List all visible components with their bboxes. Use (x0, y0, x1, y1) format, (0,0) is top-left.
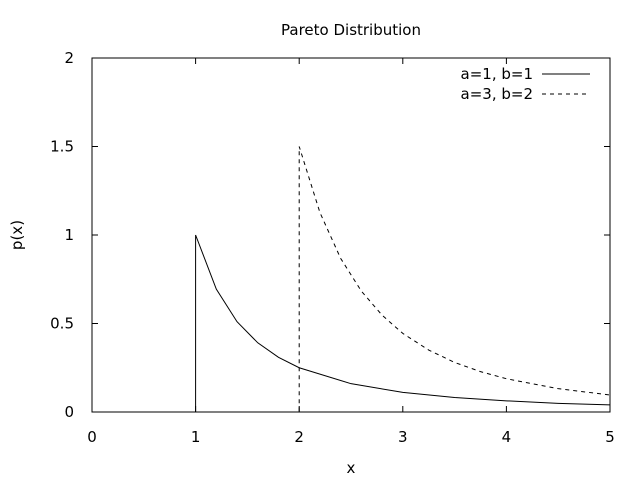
x-axis-label: x (347, 459, 356, 477)
x-tick-label: 5 (605, 428, 615, 446)
y-tick-label: 1 (64, 226, 74, 244)
legend-label-a3-b2: a=3, b=2 (461, 85, 533, 103)
y-axis-ticks: 0 0.5 1 1.5 2 (50, 49, 610, 421)
y-tick-label: 0.5 (50, 315, 74, 333)
x-tick-label: 3 (398, 428, 408, 446)
x-tick-label: 0 (87, 428, 97, 446)
x-tick-label: 2 (294, 428, 304, 446)
legend: a=1, b=1 a=3, b=2 (461, 65, 590, 103)
legend-label-a1-b1: a=1, b=1 (461, 65, 533, 83)
series-line-a3-b2 (92, 146, 611, 413)
chart-title: Pareto Distribution (281, 21, 421, 39)
plot-frame (91, 57, 611, 413)
y-tick-label: 1.5 (50, 138, 74, 156)
x-tick-label: 1 (191, 428, 201, 446)
x-tick-label: 4 (502, 428, 512, 446)
series-line-a1-b1 (92, 234, 611, 413)
y-tick-label: 0 (64, 403, 74, 421)
x-axis-ticks: 0 1 2 3 4 5 (87, 58, 615, 446)
y-tick-label: 2 (64, 49, 74, 67)
y-axis-label: p(x) (8, 220, 26, 250)
series-layer (92, 146, 611, 413)
